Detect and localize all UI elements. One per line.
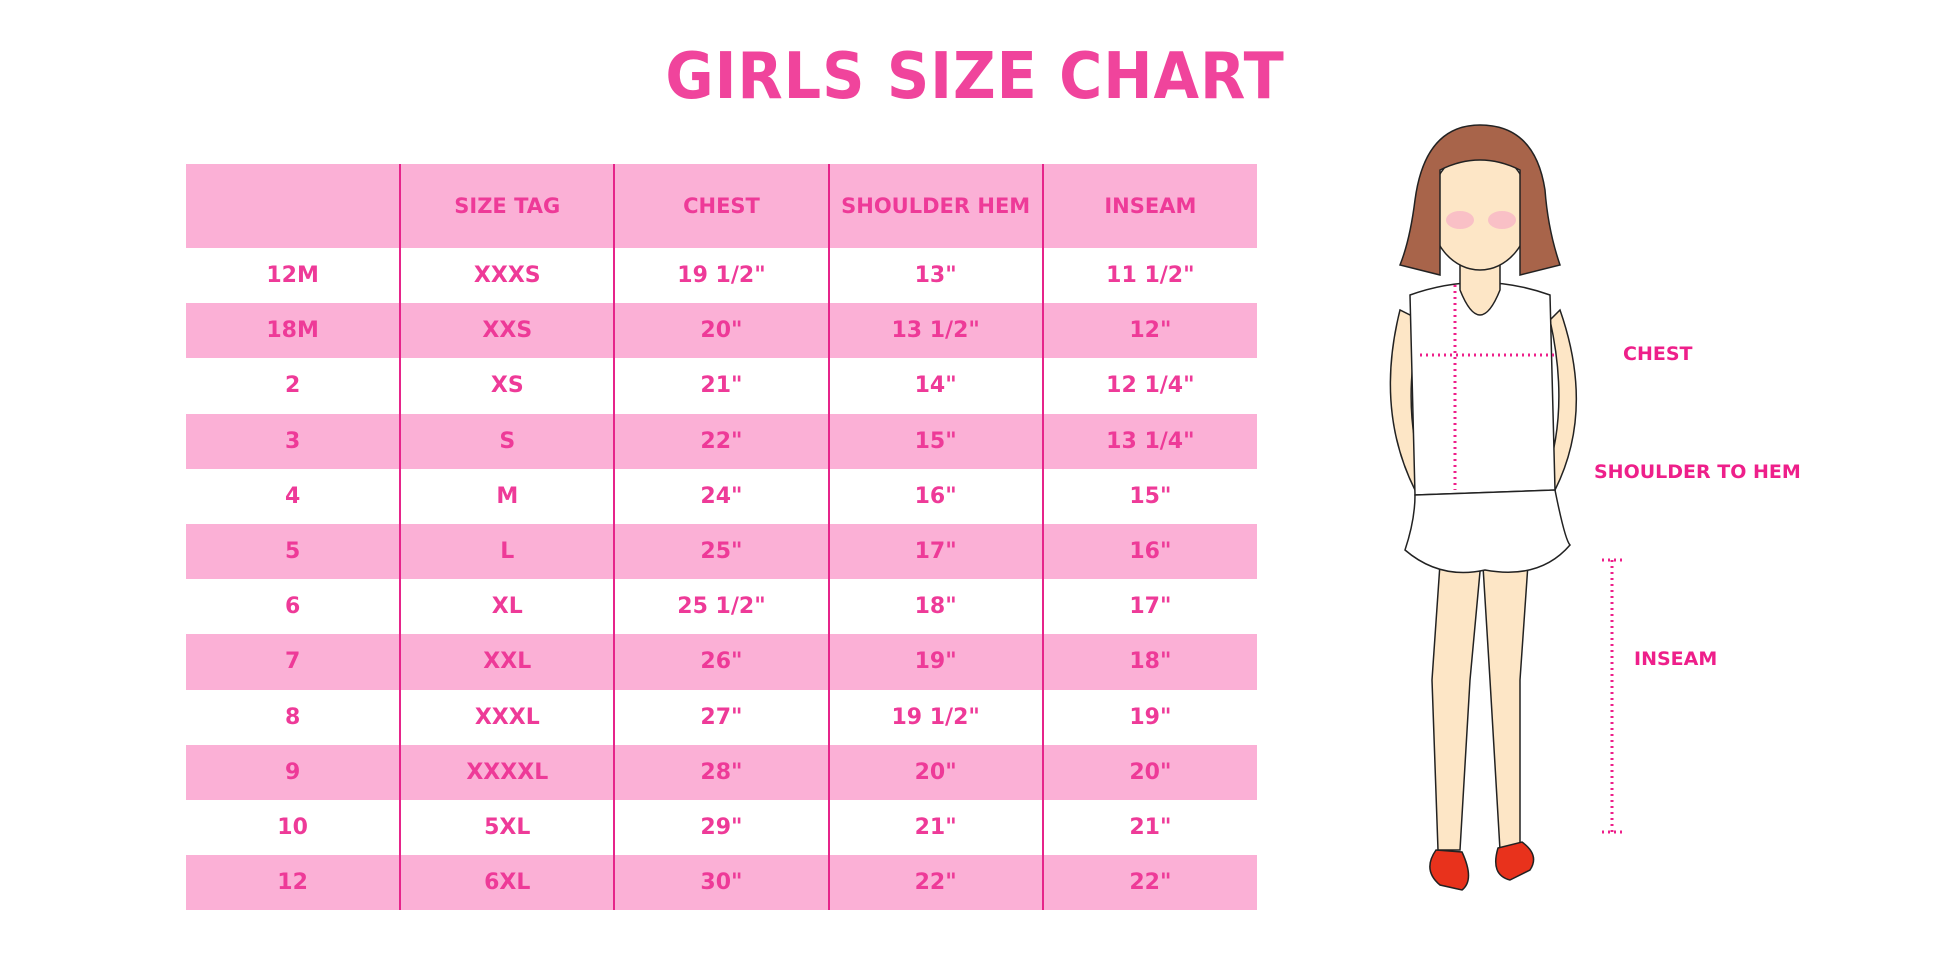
table-cell: 14" xyxy=(827,358,1043,414)
table-row: 7 XXL 26" 19" 18" xyxy=(186,634,1257,690)
table-cell: 12 1/4" xyxy=(1041,358,1257,414)
table-cell: 9 xyxy=(186,744,401,800)
table-cell: 12" xyxy=(1041,303,1257,359)
table-row: 5 L 25" 17" 16" xyxy=(186,523,1257,580)
column-header: INSEAM xyxy=(1041,164,1257,248)
table-cell: 19" xyxy=(827,634,1043,690)
table-cell: 22" xyxy=(613,413,829,469)
shoulder-to-hem-label: SHOULDER TO HEM xyxy=(1594,461,1801,483)
table-cell: 20" xyxy=(613,303,829,359)
table-cell: 16" xyxy=(1041,523,1257,580)
table-cell: 22" xyxy=(827,855,1043,911)
table-cell: 10 xyxy=(277,814,308,840)
table-row: 12M XXXS 19 1/2" 13" 11 1/2" xyxy=(186,248,1257,304)
left-leg xyxy=(1431,533,1483,851)
table-cell: 15" xyxy=(827,413,1043,469)
table-row: 9 XXXXL 28" 20" 20" xyxy=(186,744,1257,800)
page-title: GIRLS SIZE CHART xyxy=(665,40,1285,114)
table-cell: 12M xyxy=(266,263,319,289)
table-cell: 6 xyxy=(284,594,301,620)
table-cell: 25" xyxy=(613,523,829,580)
table-cell: 24" xyxy=(613,468,829,524)
table-cell: 27" xyxy=(613,689,829,745)
left-shoe xyxy=(1429,849,1470,891)
table-row: 2 XS 21" 14" 12 1/4" xyxy=(186,358,1257,414)
table-cell: 11 1/2" xyxy=(1041,248,1257,304)
table-cell: 17" xyxy=(827,523,1043,580)
table-cell: 6XL xyxy=(399,855,615,911)
right-shoe xyxy=(1495,841,1535,881)
table-cell: XS xyxy=(399,358,615,414)
bloomers xyxy=(1404,489,1572,574)
table-cell: 18" xyxy=(1041,634,1257,690)
table-cell: 7 xyxy=(186,634,401,690)
table-cell: 15" xyxy=(1041,468,1257,524)
inseam-label: INSEAM xyxy=(1634,648,1718,670)
table-cell: 16" xyxy=(827,468,1043,524)
chest-label: CHEST xyxy=(1623,343,1693,365)
table-cell: 2 xyxy=(284,373,301,399)
table-cell: L xyxy=(399,523,615,580)
table-cell: 8 xyxy=(284,704,301,730)
table-cell: 21" xyxy=(1041,799,1257,856)
table-cell: 20" xyxy=(827,744,1043,800)
table-cell: XXL xyxy=(399,634,615,690)
table-cell: 13 1/4" xyxy=(1041,413,1257,469)
table-row: 8 XXXL 27" 19 1/2" 19" xyxy=(186,689,1257,745)
table-cell: 21" xyxy=(613,358,829,414)
table-cell: 12 xyxy=(186,855,401,911)
table-cell: XXS xyxy=(399,303,615,359)
column-header: SIZE TAG xyxy=(399,164,615,248)
size-table: SIZE TAG CHEST SHOULDER HEM INSEAM 12M XXXS 1… xyxy=(186,164,1257,911)
table-cell: 18M xyxy=(186,303,401,359)
table-header: SIZE TAG CHEST SHOULDER HEM INSEAM xyxy=(186,164,1257,248)
hair xyxy=(1398,124,1561,276)
table-cell: 21" xyxy=(827,799,1043,856)
table-row: 3 S 22" 15" 13 1/4" xyxy=(186,413,1257,469)
table-cell: 19 1/2" xyxy=(613,248,829,304)
table-cell: XL xyxy=(399,579,615,635)
table-cell: 18" xyxy=(827,579,1043,635)
table-row: 10 5XL 29" 21" 21" xyxy=(186,799,1257,856)
table-cell: M xyxy=(399,468,615,524)
table-cell: 22" xyxy=(1041,855,1257,911)
table-cell: 17" xyxy=(1041,579,1257,635)
table-cell: 5XL xyxy=(399,799,615,856)
table-cell: 5 xyxy=(186,523,401,580)
table-row: 6 XL 25 1/2" 18" 17" xyxy=(186,579,1257,635)
table-cell: 26" xyxy=(613,634,829,690)
table-row: 18M XXS 20" 13 1/2" 12" xyxy=(186,303,1257,359)
table-cell: 13 1/2" xyxy=(827,303,1043,359)
table-cell: XXXL xyxy=(399,689,615,745)
table-cell: 3 xyxy=(186,413,401,469)
column-header xyxy=(186,164,401,248)
column-header: CHEST xyxy=(613,164,829,248)
column-header: SHOULDER HEM xyxy=(827,164,1043,248)
table-cell: 25 1/2" xyxy=(613,579,829,635)
table-cell: 19 1/2" xyxy=(827,689,1043,745)
table-cell: 20" xyxy=(1041,744,1257,800)
table-cell: 13" xyxy=(827,248,1043,304)
right-leg xyxy=(1481,533,1531,851)
table-cell: XXXS xyxy=(399,248,615,304)
table-cell: 4 xyxy=(284,483,301,509)
table-cell: 29" xyxy=(613,799,829,856)
girl-illustration xyxy=(1389,124,1622,891)
table-cell: XXXXL xyxy=(399,744,615,800)
table-cell: 30" xyxy=(613,855,829,911)
table-row: 4 M 24" 16" 15" xyxy=(186,468,1257,524)
table-cell: S xyxy=(399,413,615,469)
table-cell: 28" xyxy=(613,744,829,800)
table-row: 12 6XL 30" 22" 22" xyxy=(186,855,1257,911)
table-cell: 19" xyxy=(1041,689,1257,745)
